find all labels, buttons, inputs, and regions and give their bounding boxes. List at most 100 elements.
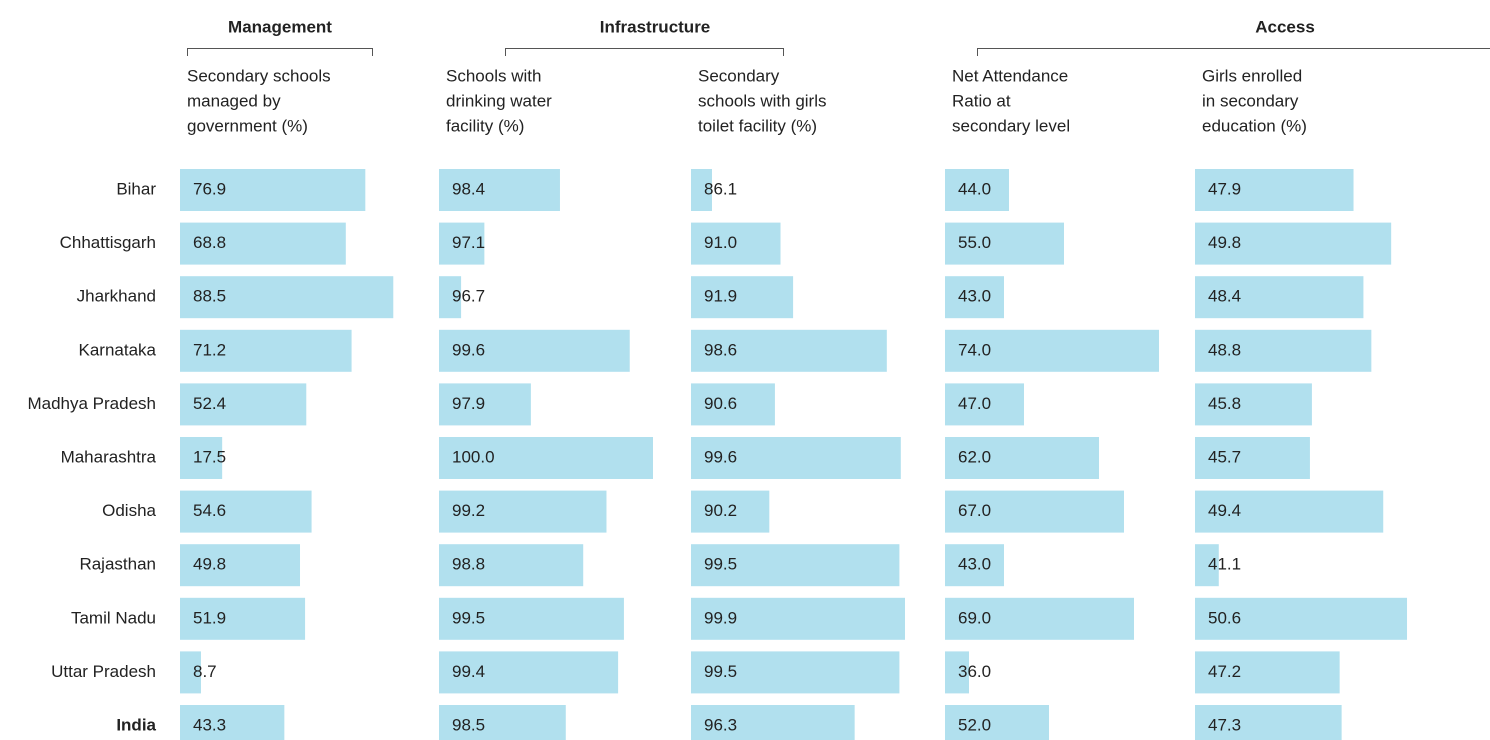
value-label: 48.8 (1208, 340, 1241, 359)
category-label: Uttar Pradesh (51, 662, 156, 681)
value-label: 86.1 (704, 179, 737, 198)
bar (180, 437, 223, 479)
value-label: 45.7 (1208, 447, 1241, 466)
column-header: in secondary (1202, 91, 1299, 110)
column-header: facility (%) (446, 116, 524, 135)
bar (1195, 490, 1384, 533)
bar (1195, 329, 1372, 372)
bar (180, 169, 366, 211)
bar (439, 651, 619, 694)
bar (691, 329, 887, 372)
column-header: Secondary (698, 66, 780, 85)
category-label: Odisha (102, 501, 156, 520)
bar (180, 222, 346, 265)
group-title: Infrastructure (600, 17, 711, 36)
bar (439, 276, 462, 319)
column-header: education (%) (1202, 116, 1307, 135)
value-label: 49.8 (1208, 233, 1241, 252)
bar (1195, 437, 1310, 479)
value-label: 45.8 (1208, 394, 1241, 413)
group-bracket (187, 48, 373, 56)
bar (439, 222, 485, 265)
bar (439, 705, 566, 740)
value-label: 99.5 (704, 662, 737, 681)
value-label: 99.5 (704, 555, 737, 574)
bar (439, 490, 607, 533)
value-label: 100.0 (452, 447, 495, 466)
bar (1195, 169, 1354, 211)
bar (691, 222, 781, 265)
column-header: Secondary schools (187, 66, 331, 85)
value-label: 69.0 (958, 608, 991, 627)
bar (691, 437, 901, 479)
column-header: schools with girls (698, 91, 827, 110)
column-header: Schools with (446, 66, 541, 85)
value-label: 49.8 (193, 555, 226, 574)
bar (439, 329, 630, 372)
value-label: 41.1 (1208, 555, 1241, 574)
bar (180, 329, 352, 372)
bar (180, 383, 307, 426)
column-header: toilet facility (%) (698, 116, 817, 135)
category-label: Tamil Nadu (71, 608, 156, 627)
value-label: 43.0 (958, 287, 991, 306)
bar (945, 169, 1009, 211)
category-label: Madhya Pradesh (27, 394, 156, 413)
bar (691, 597, 905, 640)
value-label: 67.0 (958, 501, 991, 520)
value-label: 68.8 (193, 233, 226, 252)
bar (1195, 383, 1312, 426)
value-label: 48.4 (1208, 287, 1241, 306)
category-label: India (116, 715, 156, 734)
bar (945, 276, 1004, 319)
value-label: 54.6 (193, 501, 226, 520)
bar (1195, 544, 1219, 587)
value-label: 91.0 (704, 233, 737, 252)
value-label: 36.0 (958, 662, 991, 681)
value-label: 98.6 (704, 340, 737, 359)
bar (1195, 705, 1342, 740)
bar (439, 597, 624, 640)
value-label: 44.0 (958, 179, 991, 198)
bar (691, 276, 794, 319)
bar (1195, 651, 1340, 694)
bar (945, 490, 1124, 533)
value-label: 90.6 (704, 394, 737, 413)
value-label: 98.8 (452, 555, 485, 574)
column-header: managed by (187, 91, 281, 110)
value-label: 99.6 (452, 340, 485, 359)
group-bracket (977, 48, 1490, 56)
bar (945, 383, 1024, 426)
category-label: Karnataka (79, 340, 157, 359)
bar (945, 222, 1064, 265)
bar (1195, 276, 1364, 319)
value-label: 50.6 (1208, 608, 1241, 627)
value-label: 17.5 (193, 447, 226, 466)
value-label: 99.9 (704, 608, 737, 627)
value-label: 55.0 (958, 233, 991, 252)
bar (439, 544, 584, 587)
bar (945, 437, 1099, 479)
category-label: Bihar (116, 179, 156, 198)
value-label: 47.9 (1208, 179, 1241, 198)
value-label: 47.0 (958, 394, 991, 413)
bar (439, 437, 653, 479)
value-label: 49.4 (1208, 501, 1241, 520)
category-label: Jharkhand (77, 287, 156, 306)
bar (439, 169, 560, 211)
bar (180, 490, 312, 533)
value-label: 43.0 (958, 555, 991, 574)
bar (945, 705, 1049, 740)
bar (180, 597, 306, 640)
value-label: 52.0 (958, 715, 991, 734)
group-title: Access (1255, 17, 1315, 36)
column-header: drinking water (446, 91, 552, 110)
value-label: 99.4 (452, 662, 485, 681)
bar (691, 169, 712, 211)
bar (691, 383, 775, 426)
value-label: 98.5 (452, 715, 485, 734)
bar (180, 705, 285, 740)
value-label: 91.9 (704, 287, 737, 306)
bar (691, 490, 770, 533)
